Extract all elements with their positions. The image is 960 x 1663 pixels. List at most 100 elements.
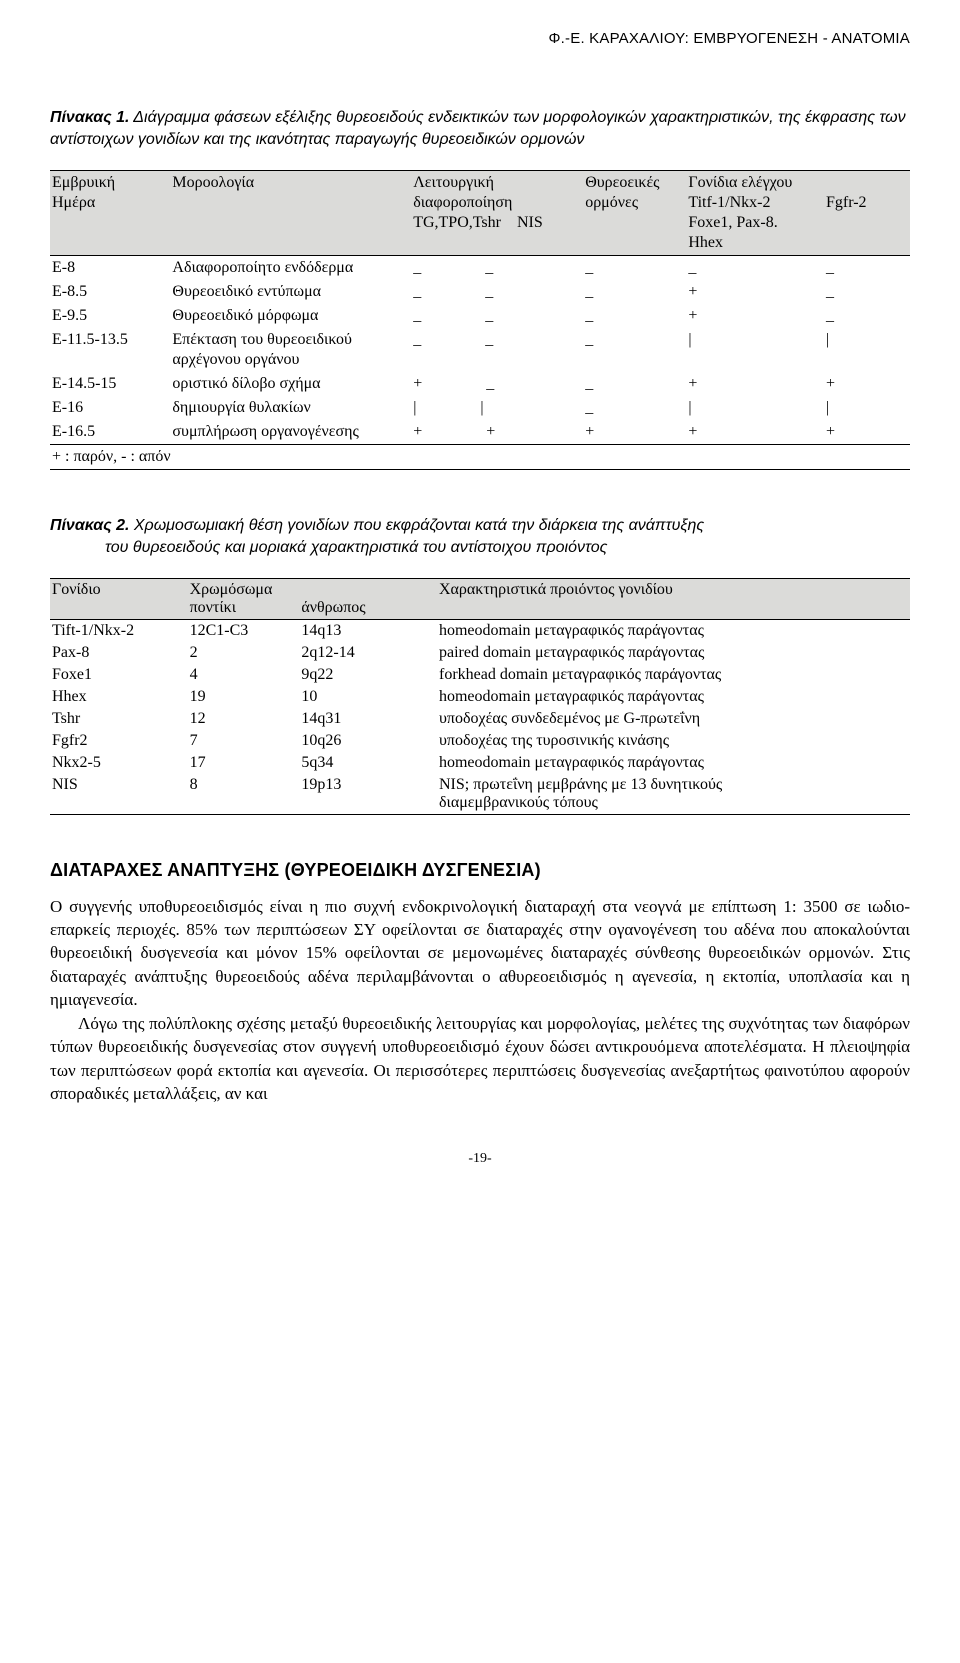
table1: Εμβρυική Ημέρα Μοροολογία Λειτουργική δι… [50,170,910,470]
t1-head-day: Εμβρυική Ημέρα [50,170,170,255]
t1-cell-g2: _ [824,304,910,328]
t2-cell-gene: Tift-1/Nkx-2 [50,619,188,642]
t1-cell-g2: | [824,328,910,372]
t1-cell-g1: + [686,304,824,328]
t1-cell-func: _ _ [411,280,583,304]
t2-cell-gene: Pax-8 [50,642,188,664]
t1-cell-g2: _ [824,280,910,304]
t2-cell-desc: homeodomain μεταγραφικός παράγοντας [437,686,910,708]
t1-cell-horm: _ [583,396,686,420]
t2-cell-human: 5q34 [299,752,437,774]
table2-caption-line1: Χρωμοσωμιακή θέση γονιδίων που εκφράζοντ… [129,517,704,534]
t2-cell-human: 9q22 [299,664,437,686]
t2-cell-mouse: 8 [188,774,300,815]
t1-h-c3c: TG,TPO,Tshr [413,214,501,231]
t2-cell-desc: NIS; πρωτεΐνη μεμβράνης με 13 δυνητικούς… [437,774,910,815]
t1-cell-day: E-14.5-15 [50,372,170,396]
t2-cell-mouse: 12C1-C3 [188,619,300,642]
t1-h-c5b: Titf-1/Nkx-2 [688,194,770,211]
t2-head-gene: Γονίδιο [50,578,188,619]
t2-cell-gene: Fgfr2 [50,730,188,752]
t2-cell-human: 10 [299,686,437,708]
table-row: E-14.5-15οριστικό δίλοβο σχήμα+ __++ [50,372,910,396]
t1-h-c3b: διαφοροποίηση [413,194,512,211]
t2-cell-desc: homeodomain μεταγραφικός παράγοντας [437,752,910,774]
t1-cell-g2: + [824,372,910,396]
t1-cell-func: + + [411,420,583,445]
t1-cell-g1: + [686,372,824,396]
t1-h-c4a: Θυρεοεικές [585,174,659,191]
t2-cell-mouse: 4 [188,664,300,686]
t1-cell-g2: _ [824,255,910,280]
t1-cell-day: E-9.5 [50,304,170,328]
paragraph-2: Λόγω της πολύπλοκης σχέσης μεταξύ θυρεοε… [50,1012,910,1106]
table2-caption-line2: του θυρεοειδούς και μοριακά χαρακτηριστι… [50,537,910,559]
paragraph-1: Ο συγγενής υποθυρεοειδισμός είναι η πιο … [50,895,910,1012]
t2-h-c1: Γονίδιο [52,581,101,598]
t1-head-genes2: Fgfr-2 [824,170,910,255]
table-row: Tshr1214q31υποδοχέας συνδεδεμένος με G-π… [50,708,910,730]
table-row: Hhex1910homeodomain μεταγραφικός παράγον… [50,686,910,708]
t1-head-func: Λειτουργική διαφοροποίηση TG,TPO,Tshr NI… [411,170,583,255]
t2-head-desc: Χαρακτηριστικά προιόντος γονιδίου [437,578,910,619]
page-number: -19- [50,1151,910,1167]
t1-h-c1b: Ημέρα [52,194,95,211]
table-row: E-9.5Θυρεοειδικό μόρφωμα_ __+_ [50,304,910,328]
table1-legend-row: + : παρόν, - : απόν [50,444,910,469]
t2-cell-gene: Tshr [50,708,188,730]
table1-legend: + : παρόν, - : απόν [50,444,910,469]
t1-h-c5d: Hhex [688,234,723,251]
t1-cell-horm: _ [583,328,686,372]
t2-cell-desc: paired domain μεταγραφικός παράγοντας [437,642,910,664]
t1-cell-day: E-11.5-13.5 [50,328,170,372]
t2-head-human: άνθρωπος [299,578,437,619]
table-row: Fgfr2710q26υποδοχέας της τυροσινικής κιν… [50,730,910,752]
t1-h-c3d: NIS [517,214,543,231]
t2-cell-mouse: 7 [188,730,300,752]
t1-cell-morph: Επέκταση του θυρεοειδικούαρχέγονου οργάν… [170,328,411,372]
t2-cell-desc: forkhead domain μεταγραφικός παράγοντας [437,664,910,686]
t1-cell-horm: _ [583,304,686,328]
t1-cell-g2: | [824,396,910,420]
table-row: Foxe149q22forkhead domain μεταγραφικός π… [50,664,910,686]
table2-caption-label: Πίνακας 2. [50,517,129,534]
t1-cell-morph: Αδιαφοροποίητο ενδόδερμα [170,255,411,280]
t1-head-morph: Μοροολογία [170,170,411,255]
table1-caption: Πίνακας 1. Διάγραμμα φάσεων εξέλιξης θυρ… [50,107,910,152]
table-row: E-8Αδιαφοροποίητο ενδόδερμα_ ____ [50,255,910,280]
t1-cell-day: E-16.5 [50,420,170,445]
t1-h-c3a: Λειτουργική [413,174,494,191]
table-row: NIS819p13NIS; πρωτεΐνη μεμβράνης με 13 δ… [50,774,910,815]
t2-cell-mouse: 2 [188,642,300,664]
section-heading: ΔΙΑΤΑΡΑΧΕΣ ΑΝΑΠΤΥΞΗΣ (ΘΥΡΕΟΕΙΔΙΚΗ ΔΥΣΓΕΝ… [50,860,910,881]
table2-caption: Πίνακας 2. Χρωμοσωμιακή θέση γονιδίων πο… [50,515,910,560]
t1-cell-morph: οριστικό δίλοβο σχήμα [170,372,411,396]
t1-cell-day: E-8.5 [50,280,170,304]
t1-cell-horm: _ [583,255,686,280]
t2-cell-desc: υποδοχέας της τυροσινικής κινάσης [437,730,910,752]
t1-cell-day: E-8 [50,255,170,280]
t1-h-c1a: Εμβρυική [52,174,115,191]
t2-h-c2b: ποντίκι [190,599,236,616]
t1-cell-horm: _ [583,372,686,396]
t1-h-c5e: Fgfr-2 [826,194,867,211]
t1-cell-g2: + [824,420,910,445]
t1-cell-g1: + [686,280,824,304]
table-row: E-16δημιουργία θυλακίων| |_|| [50,396,910,420]
t1-head-horm: Θυρεοεικές ορμόνες [583,170,686,255]
t1-cell-func: + _ [411,372,583,396]
t2-cell-gene: Nkx2-5 [50,752,188,774]
t1-head-genes1: Γονίδια ελέγχου Titf-1/Nkx-2 Foxe1, Pax-… [686,170,824,255]
t1-cell-g1: _ [686,255,824,280]
t1-cell-func: _ _ [411,255,583,280]
t1-cell-horm: _ [583,280,686,304]
t1-cell-morph: συμπλήρωση οργανογένεσης [170,420,411,445]
table1-caption-text: Διάγραμμα φάσεων εξέλιξης θυρεοειδούς εν… [50,109,906,148]
t1-h-c5a: Γονίδια ελέγχου [688,174,792,191]
t2-cell-gene: NIS [50,774,188,815]
t2-head-mouse: Χρωμόσωμα ποντίκι [188,578,300,619]
t1-cell-morph: Θυρεοειδικό εντύπωμα [170,280,411,304]
t1-h-c5c: Foxe1, Pax-8. [688,214,777,231]
t1-cell-g1: | [686,396,824,420]
t2-cell-human: 10q26 [299,730,437,752]
